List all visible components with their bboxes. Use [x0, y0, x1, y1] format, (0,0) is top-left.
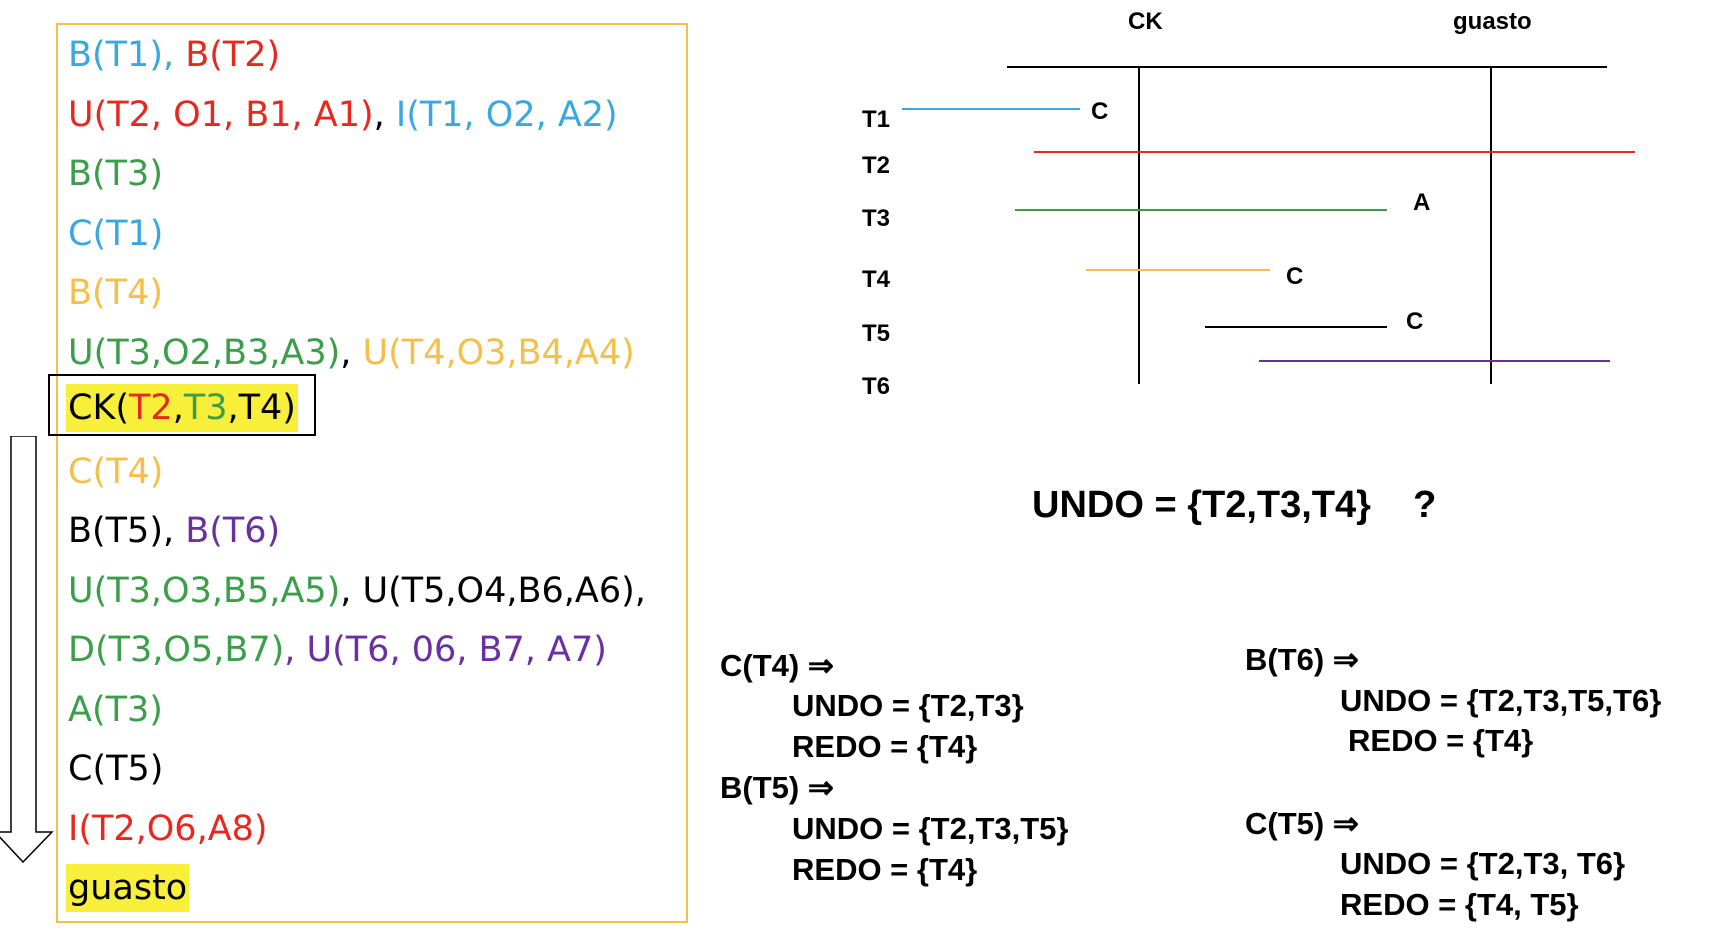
transaction-label-t1: T1: [862, 106, 891, 133]
event-c-t4-title: C(T4) ⇒: [720, 648, 834, 683]
log-token: CK(: [68, 388, 130, 428]
log-token: D(T3,O5,B7): [68, 630, 285, 670]
log-token: U(T3,O2,B3,A3): [68, 333, 341, 373]
log-token: T3: [183, 388, 228, 428]
log-line-12: A(T3): [68, 690, 163, 730]
time-arrow-shape: [0, 436, 54, 864]
log-sep: ,: [162, 35, 186, 75]
log-line-7-checkpoint: CK(T2,T3,T4): [66, 384, 298, 432]
log-line-2: U(T2, O1, B1, A1), I(T1, O2, A2): [68, 87, 618, 143]
log-line-9: B(T5), B(T6): [68, 503, 280, 559]
log-sep: ,: [340, 333, 363, 373]
log-line-10: U(T3,O3,B5,A5), U(T5,O4,B6,A6),: [68, 563, 646, 619]
log-sep: ,: [284, 630, 307, 670]
event-c-t4-undo: UNDO = {T2,T3}: [792, 688, 1024, 723]
transaction-label-t2: T2: [862, 152, 891, 179]
undo-question: UNDO = {T2,T3,T4} ?: [1032, 484, 1437, 526]
log-token: ,: [172, 388, 184, 428]
log-line-15-fault: guasto: [66, 864, 190, 912]
event-c-t5-redo: REDO = {T4, T5}: [1340, 887, 1579, 922]
log-token: ,T4): [227, 388, 296, 428]
log-line-5: B(T4): [68, 273, 163, 313]
log-line-1: B(T1), B(T2): [68, 27, 280, 83]
event-b-t5-undo: UNDO = {T2,T3,T5}: [792, 811, 1069, 846]
log-token: T2: [129, 388, 173, 428]
event-b-t6-undo: UNDO = {T2,T3,T5,T6}: [1340, 683, 1662, 718]
log-token: I(T1, O2, A2): [395, 95, 618, 135]
log-token: , U(T5,O4,B6,A6),: [340, 571, 646, 611]
transaction-label-t4: T4: [862, 266, 891, 293]
t1-commit-mark: C: [1091, 98, 1109, 125]
log-line-14: I(T2,O6,A8): [68, 809, 268, 849]
t5-commit-mark: C: [1406, 308, 1424, 335]
log-sep: ,: [373, 95, 396, 135]
log-line-13: C(T5): [68, 749, 164, 789]
event-b-t6-title: B(T6) ⇒: [1245, 642, 1359, 677]
fault-header: guasto: [1453, 8, 1532, 35]
event-c-t5-title: C(T5) ⇒: [1245, 806, 1359, 841]
log-token: U(T3,O3,B5,A5): [68, 571, 341, 611]
log-token: B(T6): [185, 511, 281, 551]
time-arrow: [0, 436, 54, 864]
log-line-4: C(T1): [68, 214, 164, 254]
event-b-t5-redo: REDO = {T4}: [792, 852, 978, 887]
transaction-label-t6: T6: [862, 373, 891, 400]
timeline-diagram: [902, 66, 1635, 384]
t4-commit-mark: C: [1286, 263, 1304, 290]
log-line-8: C(T4): [68, 452, 164, 492]
log-token: B(T5),: [68, 511, 186, 551]
log-token: U(T2, O1, B1, A1): [68, 95, 374, 135]
log-line-3: B(T3): [68, 154, 163, 194]
log-token: U(T4,O3,B4,A4): [362, 333, 635, 373]
log-token: B(T2): [185, 35, 281, 75]
transaction-label-t3: T3: [862, 205, 891, 232]
transaction-label-t5: T5: [862, 320, 891, 347]
event-b-t6-redo: REDO = {T4}: [1348, 723, 1534, 758]
log-line-6: U(T3,O2,B3,A3), U(T4,O3,B4,A4): [68, 325, 635, 381]
event-b-t5-title: B(T5) ⇒: [720, 770, 834, 805]
event-c-t5-undo: UNDO = {T2,T3, T6}: [1340, 846, 1626, 881]
t3-abort-mark: A: [1413, 189, 1431, 216]
log-line-11: D(T3,O5,B7), U(T6, 06, B7, A7): [68, 622, 607, 678]
checkpoint-frame: [48, 374, 316, 436]
log-token: B(T1): [68, 35, 163, 75]
log-box: [56, 23, 688, 923]
ck-header: CK: [1128, 8, 1163, 35]
log-token: U(T6, 06, B7, A7): [306, 630, 607, 670]
event-c-t4-redo: REDO = {T4}: [792, 729, 978, 764]
